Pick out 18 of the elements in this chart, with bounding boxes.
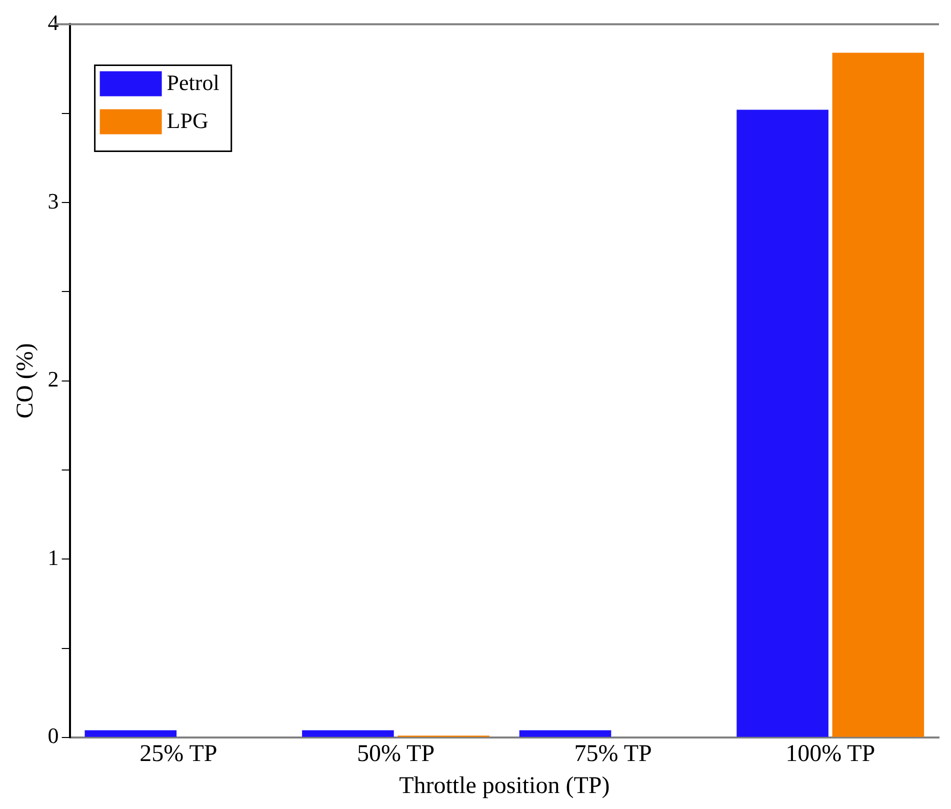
- bar: [736, 110, 828, 737]
- y-tick-label: 3: [48, 188, 59, 214]
- x-tick-label: 75% TP: [574, 741, 652, 768]
- legend-label: LPG: [166, 108, 208, 133]
- y-axis-title: CO (%): [12, 343, 39, 418]
- x-tick-label: 25% TP: [140, 741, 218, 768]
- x-tick-label: 50% TP: [356, 741, 435, 768]
- bar: [832, 52, 924, 737]
- y-tick-label: 0: [48, 723, 59, 748]
- y-tick-label: 4: [48, 10, 59, 35]
- y-tick-label: 1: [48, 544, 59, 570]
- y-tick-label: 2: [48, 366, 59, 392]
- legend-label: Petrol: [166, 70, 220, 95]
- bar: [302, 730, 394, 737]
- bar: [84, 730, 177, 737]
- x-axis-title: Throttle position (TP): [399, 772, 610, 799]
- bar: [519, 730, 612, 737]
- x-tick-label: 100% TP: [786, 741, 876, 768]
